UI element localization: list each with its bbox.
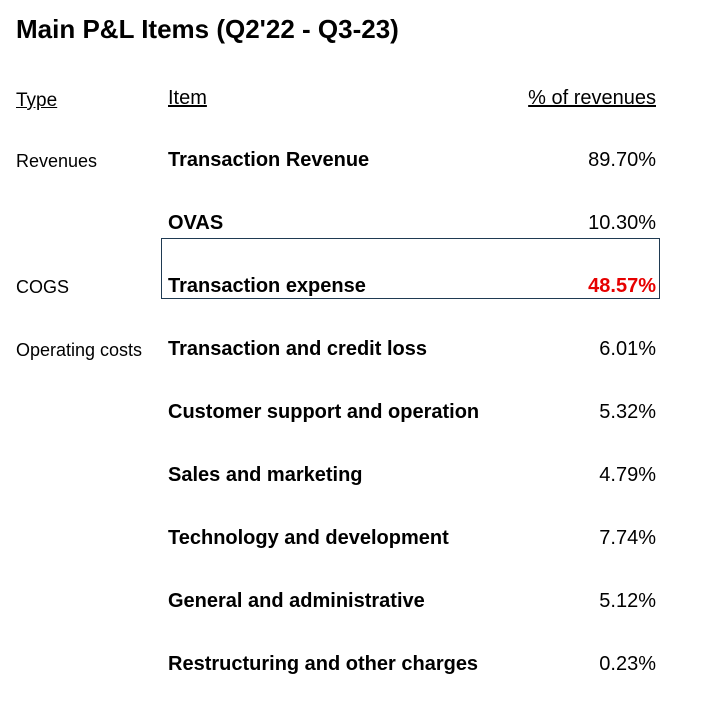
table-row-technology-development: Technology and development 7.74% (0, 523, 708, 553)
column-header-pct-of-revenues: % of revenues (528, 87, 656, 109)
page-title: Main P&L Items (Q2'22 - Q3-23) (16, 14, 399, 44)
row-pct-value: 10.30% (588, 212, 656, 234)
row-pct-value: 4.79% (599, 464, 656, 486)
table-row-transaction-credit-loss: Operating costs Transaction and credit l… (0, 334, 708, 364)
row-pct-value-highlighted: 48.57% (588, 275, 656, 297)
row-item-label: General and administrative (168, 590, 425, 612)
table-row-transaction-revenue: Revenues Transaction Revenue 89.70% (0, 145, 708, 175)
row-pct-value: 6.01% (599, 338, 656, 360)
column-header-type: Type (16, 90, 58, 111)
table-row-transaction-expense: COGS Transaction expense 48.57% (0, 271, 708, 301)
table-row-customer-support: Customer support and operation 5.32% (0, 397, 708, 427)
row-type-label: COGS (16, 277, 70, 297)
row-item-label: Transaction expense (168, 275, 366, 297)
row-item-label: OVAS (168, 212, 224, 234)
row-pct-value: 5.32% (599, 401, 656, 423)
row-item-label: Technology and development (168, 527, 449, 549)
row-item-label: Transaction and credit loss (168, 338, 427, 360)
highlight-box (161, 238, 660, 299)
row-pct-value: 89.70% (588, 149, 656, 171)
row-pct-value: 7.74% (599, 527, 656, 549)
row-item-label: Sales and marketing (168, 464, 363, 486)
row-type-label: Revenues (16, 151, 98, 171)
table-row-sales-marketing: Sales and marketing 4.79% (0, 460, 708, 490)
row-pct-value: 5.12% (599, 590, 656, 612)
row-item-label: Restructuring and other charges (168, 653, 479, 675)
row-item-label: Customer support and operation (168, 401, 480, 423)
row-item-label: Transaction Revenue (168, 149, 370, 171)
column-header-item: Item (168, 87, 207, 109)
row-pct-value: 0.23% (599, 653, 656, 675)
table-row-restructuring: Restructuring and other charges 0.23% (0, 649, 708, 679)
row-type-label: Operating costs (16, 340, 143, 360)
table-row-ovas: OVAS 10.30% (0, 208, 708, 238)
table-row-general-administrative: General and administrative 5.12% (0, 586, 708, 616)
